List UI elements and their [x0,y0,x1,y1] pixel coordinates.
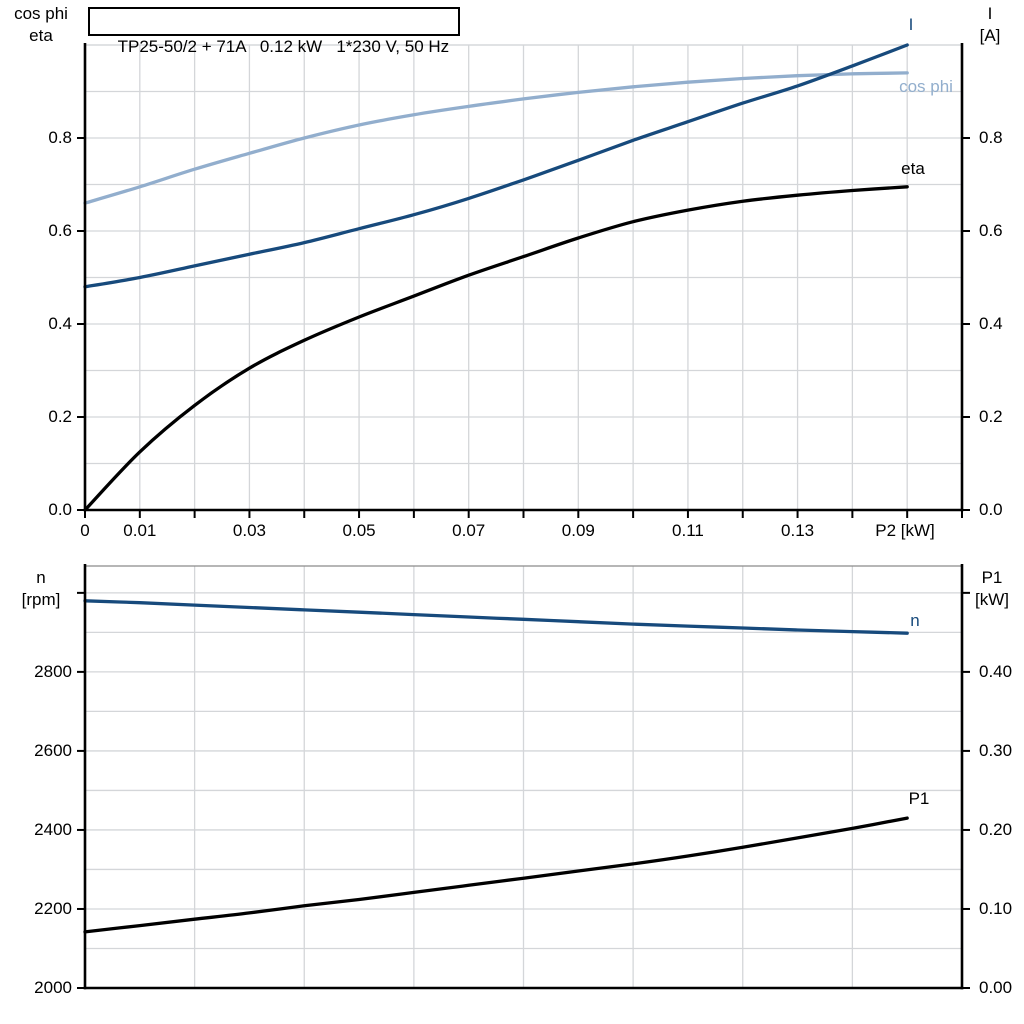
x-axis-label-p2: P2 [kW] [875,521,935,540]
tick-label: 0.09 [561,521,595,540]
axis-label-n-unit: [rpm] [21,589,61,609]
axis-label-P1: P1 [981,568,1003,587]
tick-label: 0.4 [48,314,72,333]
axis-label-I: I [987,4,993,23]
axis-label-cos-phi: cos phi [14,4,68,23]
tick-label: 0.6 [979,221,1003,240]
curve-label-current: I [908,15,914,34]
tick-label: 2600 [34,740,72,760]
tick-label: 2000 [34,978,72,997]
axis-label-P1-unit: [kW] [975,589,1009,609]
axis-header-power: P1 [kW] [962,567,1022,610]
tick-label: 2800 [34,661,72,681]
tick-label: 0.10 [979,898,1013,918]
tick-label: 0.20 [979,819,1013,839]
chart-title-box: TP25-50/2 + 71A 0.12 kW 1*230 V, 50 Hz [88,7,461,56]
tick-label: 0.4 [979,314,1003,333]
curve-cos-phi [83,71,909,205]
curve-eta [83,185,909,512]
curve-n [83,599,909,635]
tick-label: 0.40 [979,661,1013,681]
chart-title: TP25-50/2 + 71A 0.12 kW 1*230 V, 50 Hz [117,37,450,56]
curve-label-cos-phi: cos phi [899,77,953,96]
tick-label: 0.2 [979,407,1003,426]
tick-label: 0.11 [672,521,704,540]
tick-label: 0.07 [452,521,486,540]
curve-I [83,43,909,289]
tick-label: 0.8 [979,128,1003,147]
axis-header-cosphi-eta: cos phi eta [6,3,76,46]
tick-label: 0.03 [232,521,266,540]
axis-label-eta: eta [29,25,53,45]
panel-bottom [77,564,970,990]
tick-label: 0.05 [342,521,376,540]
curve-label-power: P1 [908,789,930,808]
tick-label: 0.30 [979,740,1013,760]
curve-P1 [83,816,909,934]
axis-label-I-unit: [A] [979,25,1001,45]
tick-label: 2200 [34,898,72,918]
tick-label: 0.2 [48,407,72,426]
axis-header-speed: n [rpm] [4,567,78,610]
tick-label: 0.6 [48,221,72,240]
axis-label-n: n [36,568,46,587]
tick-label: 0.01 [123,521,157,540]
tick-label: 0 [80,521,90,540]
curve-label-eta: eta [901,159,925,178]
tick-label: 2400 [34,819,72,839]
tick-label: 0.8 [48,128,72,147]
tick-label: 0.00 [979,978,1013,997]
axis-header-current: I [A] [966,3,1014,46]
curve-label-speed: n [910,611,920,630]
tick-label: 0.0 [48,500,72,519]
tick-label: 0.0 [979,500,1003,519]
tick-label: 0.13 [781,521,815,540]
panel-top [77,43,970,518]
